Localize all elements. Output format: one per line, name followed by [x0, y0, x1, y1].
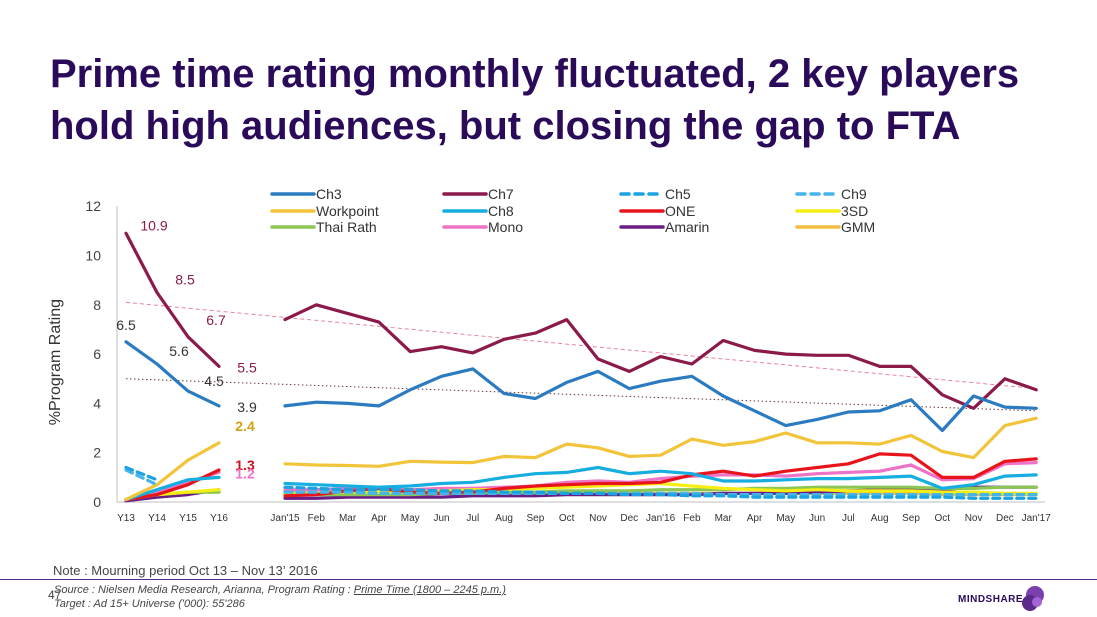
- page-number: 47: [48, 588, 62, 602]
- x-tick-label: Sep: [902, 513, 920, 524]
- data-label-one: 1.3: [235, 457, 255, 473]
- trendline-ch3: [125, 378, 1037, 412]
- legend-label-ch5: Ch5: [665, 186, 691, 202]
- x-tick-label: Jan'16: [646, 513, 676, 524]
- x-tick-label: Oct: [935, 513, 951, 524]
- data-label-ch7: 6.7: [206, 312, 226, 328]
- legend-label-thai-rath: Thai Rath: [316, 219, 377, 235]
- x-tick-label: Aug: [495, 513, 513, 524]
- data-label-ch3: 6.5: [116, 317, 136, 333]
- series-line-workpoint-monthly: [283, 416, 1038, 468]
- x-tick-label: Nov: [589, 513, 607, 524]
- y-tick-label: 6: [93, 346, 101, 362]
- x-tick-label: Apr: [747, 513, 763, 524]
- series-line-ch3-yearly: [124, 340, 221, 408]
- chart-legend: Ch3 Ch7 Ch5 Ch9 Workpoint Ch8 ONE 3SD Thai Rath M…: [270, 186, 875, 235]
- data-label-ch7: 5.5: [237, 359, 257, 375]
- series-lines: [124, 231, 1038, 503]
- x-tick-label: Jun: [809, 513, 825, 524]
- x-tick-label: Y14: [148, 513, 166, 524]
- x-tick-label: Jan'17: [1022, 513, 1052, 524]
- x-tick-label: Mar: [339, 513, 357, 524]
- y-tick-label: 4: [93, 395, 101, 411]
- y-axis-label: %Program Rating: [47, 299, 64, 425]
- y-tick-label: 2: [93, 445, 101, 461]
- x-tick-label: Y13: [117, 513, 135, 524]
- x-tick-label: Apr: [371, 513, 387, 524]
- legend-label-3sd: 3SD: [841, 203, 868, 219]
- footer-divider: [0, 579, 1097, 580]
- data-label-workpoint: 2.4: [235, 418, 255, 434]
- trend-lines: [125, 301, 1037, 412]
- source-link[interactable]: Prime Time (1800 – 2245 p.m.): [353, 584, 506, 596]
- chart-axes: 0 2 4 6 8 10 12 %Program Rating Y13 Y14 Y15 Y16 Jan'…: [47, 198, 1051, 524]
- data-label-ch3: 5.6: [169, 343, 189, 359]
- source-target: Target : Ad 15+ Universe ('000): 55'286: [54, 598, 245, 610]
- x-tick-label: Dec: [620, 513, 638, 524]
- series-line-ch3-monthly: [283, 367, 1038, 433]
- y-tick-label: 10: [85, 248, 101, 264]
- trendline-ch7: [125, 301, 1037, 390]
- legend-label-amarin: Amarin: [665, 219, 709, 235]
- rating-line-chart: 0 2 4 6 8 10 12 %Program Rating Y13 Y14 Y15 Y16 Jan'…: [47, 186, 1051, 524]
- data-labels: 6.5 5.6 4.5 3.9 10.9 8.5 6.7 5.5 2.4 1.31.2: [116, 217, 257, 481]
- data-label-ch7: 10.9: [140, 217, 167, 233]
- series-line-ch9-yearly: [124, 468, 159, 487]
- data-label-ch3: 4.5: [204, 373, 224, 389]
- x-tick-label: Jul: [466, 513, 479, 524]
- logo-text: MINDSHARE: [958, 594, 1024, 605]
- y-tick-label: 12: [85, 198, 101, 214]
- x-tick-label: Feb: [308, 513, 326, 524]
- data-label-ch7: 8.5: [175, 271, 195, 287]
- x-tick-label: Y15: [179, 513, 197, 524]
- source-prefix: Source : Nielsen Media Research, Arianna…: [54, 584, 354, 596]
- x-tick-label: Jul: [842, 513, 855, 524]
- source-note: Source : Nielsen Media Research, Arianna…: [54, 583, 506, 611]
- x-tick-label: Nov: [965, 513, 983, 524]
- y-tick-label: 0: [93, 494, 101, 510]
- series-line-workpoint-yearly: [124, 441, 221, 502]
- legend-label-ch8: Ch8: [488, 203, 514, 219]
- series-line-ch5-yearly: [124, 465, 159, 482]
- mourning-note: Note : Mourning period Oct 13 – Nov 13’ …: [53, 563, 318, 578]
- y-tick-label: 8: [93, 297, 101, 313]
- series-line-ch5-monthly: [283, 485, 1038, 500]
- x-tick-label: Feb: [683, 513, 701, 524]
- data-label-mono: 1.2: [235, 465, 255, 481]
- x-tick-label: Mar: [715, 513, 733, 524]
- legend-label-mono: Mono: [488, 219, 523, 235]
- x-tick-label: Dec: [996, 513, 1014, 524]
- x-tick-label: May: [776, 513, 795, 524]
- x-tick-label: Oct: [559, 513, 575, 524]
- series-line-ch8-monthly: [283, 465, 1038, 490]
- data-label-ch3: 3.9: [237, 399, 257, 415]
- x-tick-label: May: [401, 513, 420, 524]
- x-tick-label: Jan'15: [270, 513, 300, 524]
- slide-title: Prime time rating monthly fluctuated, 2 …: [50, 52, 1020, 148]
- legend-label-gmm: GMM: [841, 219, 875, 235]
- series-line-ch7-monthly: [283, 303, 1038, 410]
- logo-mark-icon: [1022, 586, 1044, 611]
- legend-label-workpoint: Workpoint: [316, 203, 379, 219]
- legend-label-ch3: Ch3: [316, 186, 342, 202]
- legend-label-ch7: Ch7: [488, 186, 514, 202]
- legend-label-one: ONE: [665, 203, 695, 219]
- x-tick-label: Sep: [527, 513, 545, 524]
- legend-label-ch9: Ch9: [841, 186, 867, 202]
- x-tick-label: Jun: [433, 513, 449, 524]
- series-line-ch7-yearly: [124, 231, 221, 368]
- x-tick-label: Y16: [210, 513, 228, 524]
- x-tick-label: Aug: [871, 513, 889, 524]
- series-line-ch8-yearly: [124, 475, 221, 502]
